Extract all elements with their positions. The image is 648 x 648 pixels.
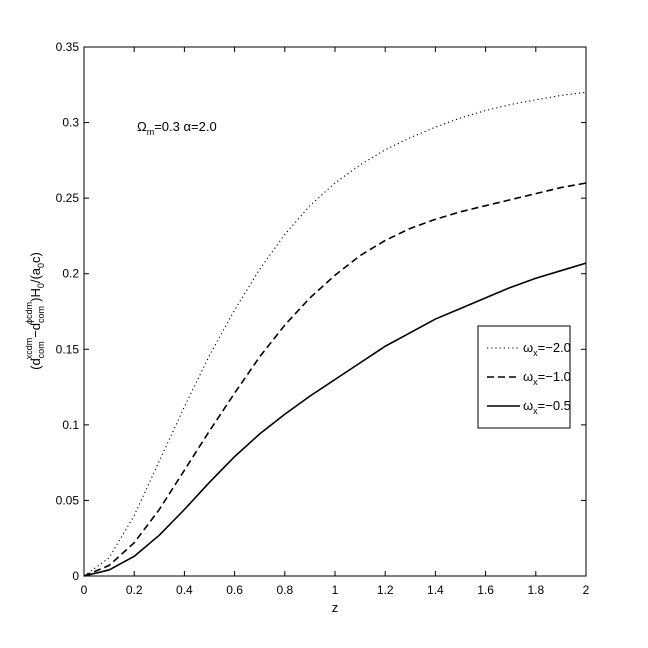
legend-label: ωx=−2.0 (523, 340, 571, 358)
text-part: c) (28, 252, 43, 263)
y-tick-label: 0.3 (62, 116, 79, 130)
text-part: ϕcdm (24, 302, 34, 324)
text-part: 0 (36, 263, 46, 268)
legend: ωx=−2.0ωx=−1.0ωx=−0.5 (477, 325, 571, 429)
y-tick-label: 0 (72, 569, 79, 583)
text-part: xcdm (24, 338, 34, 360)
legend-label: ωx=−0.5 (523, 398, 571, 416)
x-tick-label: 0.6 (226, 583, 243, 597)
x-tick-label: 0.8 (276, 583, 293, 597)
y-tick-label: 0.05 (56, 493, 80, 507)
axis-ticks (83, 46, 587, 577)
series-line-solid (83, 262, 587, 577)
x-tick-label: 2 (583, 583, 590, 597)
legend-label-symbol: ω (523, 340, 533, 355)
y-tick-label: 0.25 (56, 191, 80, 205)
x-tick-label: 0.2 (126, 583, 143, 597)
x-axis-label: z (332, 600, 339, 615)
text-part: =0.3 α=2.0 (154, 119, 216, 134)
y-tick-label: 0.1 (62, 418, 79, 432)
legend-label-sub: x (533, 348, 538, 358)
text-part: Ω (137, 119, 147, 134)
x-tick-label: 1.6 (477, 583, 494, 597)
x-tick-label: 0.4 (176, 583, 193, 597)
tick-labels: 0 0.2 0.4 0.6 0.8 1 1.2 1.4 1.6 1.8 2 0 0.05 0.1 0.15 0… (56, 40, 590, 597)
x-tick-label: 1.8 (527, 583, 544, 597)
x-tick-label: 1.2 (377, 583, 394, 597)
text-part: 0 (36, 283, 46, 288)
text-part: )H (28, 288, 43, 302)
text-part: com (36, 306, 46, 323)
x-tick-label: 1.4 (427, 583, 444, 597)
legend-label-value: =−1.0 (538, 369, 571, 384)
legend-label: ωx=−1.0 (523, 369, 571, 387)
y-tick-label: 0.15 (56, 342, 80, 356)
legend-label-symbol: ω (523, 369, 533, 384)
legend-label-sub: x (533, 406, 538, 416)
text-part: −d (28, 323, 43, 338)
parameter-annotation: Ωm=0.3 α=2.0 (137, 119, 217, 137)
y-tick-label: 0.35 (56, 40, 80, 54)
y-axis-label: (dcomxcdm−dcomϕcdm)H0/(a0c) (24, 252, 46, 370)
x-tick-label: 0 (81, 583, 88, 597)
text-part: /(a (28, 267, 43, 283)
series-line-dashed (83, 182, 587, 577)
series-line-dotted (83, 91, 587, 577)
series-lines (83, 91, 587, 577)
text-part: m (147, 127, 155, 137)
x-tick-label: 1 (332, 583, 339, 597)
text-part: com (36, 341, 46, 358)
text-part: (d (28, 358, 43, 370)
legend-label-symbol: ω (523, 398, 533, 413)
legend-label-value: =−2.0 (538, 340, 571, 355)
legend-label-sub: x (533, 377, 538, 387)
y-tick-label: 0.2 (62, 267, 79, 281)
legend-label-value: =−0.5 (538, 398, 571, 413)
